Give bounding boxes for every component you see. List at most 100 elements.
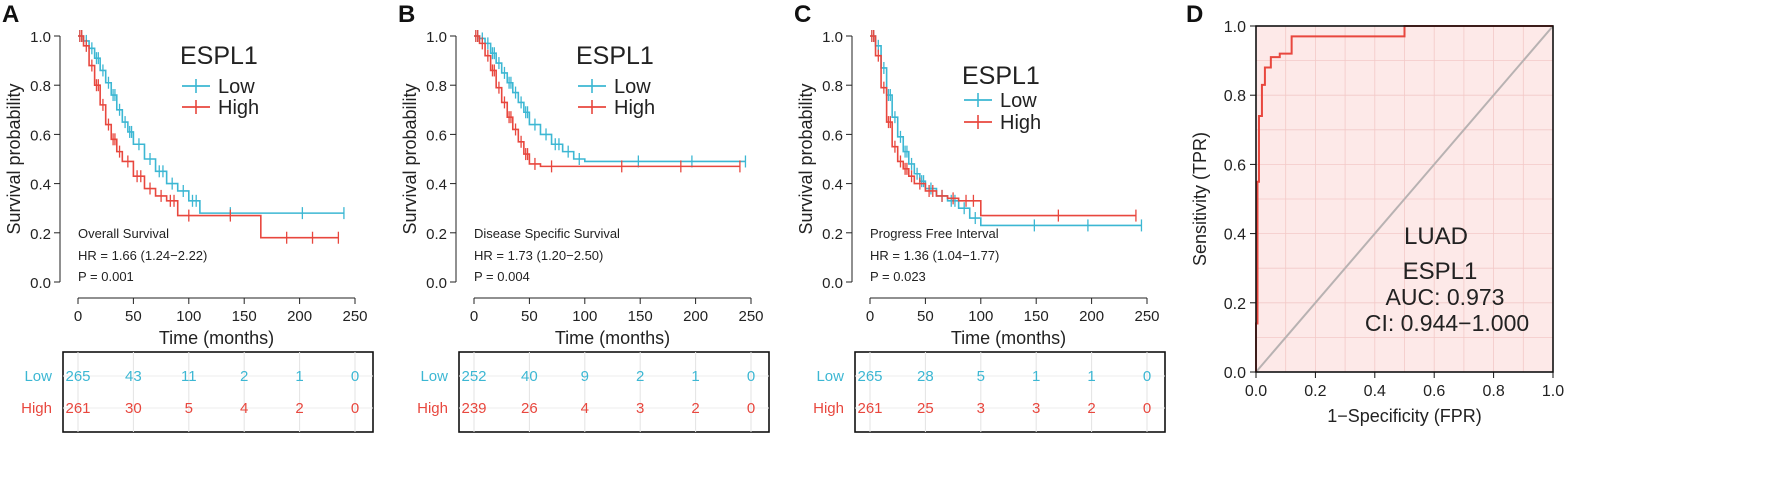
x-tick-label: 50 — [917, 308, 934, 325]
roc-x-tick-label: 0.6 — [1423, 383, 1445, 400]
x-axis-title: Time (months) — [555, 328, 670, 348]
km-curve-low — [870, 35, 1142, 227]
risk-table-cell-low: 265 — [65, 368, 90, 385]
x-tick-label: 0 — [866, 308, 874, 325]
risk-table-cell-high: 2 — [691, 400, 699, 417]
p-value-label: P = 0.004 — [474, 269, 530, 284]
p-value-label: P = 0.023 — [870, 269, 926, 284]
risk-table-cell-low: 1 — [1032, 368, 1040, 385]
y-tick-label: 0.6 — [426, 127, 447, 144]
roc-gene-label: ESPL1 — [1403, 258, 1478, 285]
legend-label-high: High — [218, 97, 259, 119]
risk-table-cell-low: 40 — [521, 368, 538, 385]
x-tick-label: 50 — [521, 308, 538, 325]
roc-chance-diagonal — [1255, 25, 1554, 373]
risk-table-row-label-low: Low — [24, 368, 52, 385]
y-tick-label: 0.0 — [426, 275, 447, 292]
y-tick-label: 0.8 — [426, 78, 447, 95]
risk-table-cell-low: 43 — [125, 368, 142, 385]
risk-table-cell-high: 26 — [521, 400, 538, 417]
risk-table-cell-low: 0 — [351, 368, 359, 385]
risk-table-frame — [458, 351, 770, 433]
y-tick-label: 0.8 — [30, 78, 51, 95]
legend-title: ESPL1 — [962, 62, 1040, 90]
risk-table-cell-high: 3 — [636, 400, 644, 417]
y-tick-label: 1.0 — [426, 29, 447, 46]
y-tick-label: 0.0 — [30, 275, 51, 292]
y-tick-label: 0.2 — [822, 226, 843, 243]
risk-table-cell-high: 2 — [1087, 400, 1095, 417]
risk-table-cell-high: 3 — [1032, 400, 1040, 417]
risk-table-frame — [854, 351, 1166, 433]
y-tick-label: 0.8 — [822, 78, 843, 95]
x-tick-label: 100 — [176, 308, 201, 325]
x-tick-label: 250 — [1134, 308, 1159, 325]
roc-x-tick-label: 1.0 — [1542, 383, 1564, 400]
risk-table-cell-high: 239 — [461, 400, 486, 417]
risk-table-cell-high: 2 — [295, 400, 303, 417]
km-curve-high — [474, 35, 740, 168]
x-tick-label: 0 — [74, 308, 82, 325]
km-curve-high — [78, 35, 339, 239]
legend-label-high: High — [1000, 112, 1041, 134]
x-tick-label: 200 — [287, 308, 312, 325]
hr-label: HR = 1.66 (1.24−2.22) — [78, 248, 207, 263]
km-curve-low — [474, 35, 746, 163]
p-value-label: P = 0.001 — [78, 269, 134, 284]
risk-table-row-label-high: High — [21, 400, 52, 417]
x-tick-label: 250 — [738, 308, 763, 325]
legend-label-low: Low — [1000, 90, 1037, 112]
x-tick-label: 200 — [683, 308, 708, 325]
x-tick-label: 200 — [1079, 308, 1104, 325]
hr-label: HR = 1.73 (1.20−2.50) — [474, 248, 603, 263]
endpoint-label: Disease Specific Survival — [474, 226, 620, 241]
risk-table-cell-high: 261 — [857, 400, 882, 417]
risk-table-cell-low: 1 — [1087, 368, 1095, 385]
risk-table-cell-high: 30 — [125, 400, 142, 417]
risk-table-frame — [62, 351, 374, 433]
roc-y-tick-label: 0.8 — [1224, 88, 1246, 105]
x-tick-label: 100 — [572, 308, 597, 325]
roc-auc-label: AUC: 0.973 — [1386, 284, 1505, 310]
risk-table-cell-low: 0 — [747, 368, 755, 385]
y-axis-title: Survival probability — [400, 83, 420, 234]
x-tick-label: 250 — [342, 308, 367, 325]
y-tick-label: 0.4 — [426, 177, 447, 194]
y-tick-label: 1.0 — [822, 29, 843, 46]
x-axis-title: Time (months) — [159, 328, 274, 348]
x-tick-label: 150 — [628, 308, 653, 325]
panel-label-d: D — [1186, 1, 1203, 28]
panel-label-c: C — [794, 1, 811, 28]
km-curve-low — [78, 35, 344, 214]
y-axis-title: Survival probability — [796, 83, 816, 234]
risk-table-cell-low: 1 — [295, 368, 303, 385]
risk-table-cell-high: 0 — [747, 400, 755, 417]
y-tick-label: 0.6 — [822, 127, 843, 144]
risk-table-cell-low: 0 — [1143, 368, 1151, 385]
risk-table-cell-high: 0 — [1143, 400, 1151, 417]
x-axis-title: Time (months) — [951, 328, 1066, 348]
roc-x-axis-title: 1−Specificity (FPR) — [1327, 406, 1482, 426]
y-tick-label: 0.2 — [30, 226, 51, 243]
panel-label-b: B — [398, 1, 415, 28]
roc-y-tick-label: 1.0 — [1224, 19, 1246, 36]
y-tick-label: 1.0 — [30, 29, 51, 46]
risk-table-cell-high: 0 — [351, 400, 359, 417]
risk-table-cell-low: 265 — [857, 368, 882, 385]
risk-table-cell-low: 9 — [581, 368, 589, 385]
roc-ci-label: CI: 0.944−1.000 — [1365, 310, 1529, 336]
risk-table-row-label-high: High — [813, 400, 844, 417]
panel-label-a: A — [2, 1, 19, 28]
roc-cancer-label: LUAD — [1404, 223, 1468, 250]
legend-title: ESPL1 — [180, 42, 258, 70]
risk-table-row-label-high: High — [417, 400, 448, 417]
risk-table-cell-low: 28 — [917, 368, 934, 385]
risk-table-cell-low: 5 — [977, 368, 985, 385]
y-axis-title: Survival probability — [4, 83, 24, 234]
roc-x-tick-label: 0.4 — [1364, 383, 1386, 400]
x-tick-label: 0 — [470, 308, 478, 325]
